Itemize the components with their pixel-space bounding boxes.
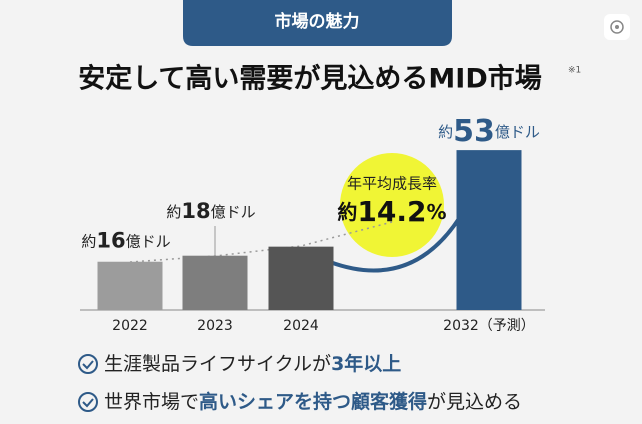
bullet-segment: 世界市場で [104,391,199,413]
tab-text: 市場の魅力 [275,11,360,32]
bar [456,150,522,310]
header-tab [183,0,452,46]
bullet-segment: 生涯製品ライフサイクルが [104,353,331,375]
bullet-segment: 3年以上 [331,352,401,375]
bullet-segment: が見込める [427,391,522,413]
x-tick-label: 2023 [197,318,233,334]
title-note: ※1 [568,66,581,76]
bar [182,255,248,310]
x-tick-label: 2032（予測） [443,318,535,334]
bullet-text: 世界市場で高いシェアを持つ顧客獲得が見込める [104,390,522,413]
annotation-title: 年平均成長率 [347,175,437,193]
lens-icon [604,14,630,40]
trend-dots [129,221,393,263]
growth-circle [340,153,444,257]
value-label: 約16億ドル [81,229,170,253]
value-label: 約18億ドル [166,199,255,223]
check-icon [78,354,98,374]
bullet-text: 生涯製品ライフサイクルが3年以上 [104,352,401,375]
check-mark [82,398,94,408]
title: 安定して高い需要が見込めるMID市場 [78,63,542,95]
value-label: 約53億ドル [438,114,540,149]
check-icon [78,392,98,412]
bar [97,261,163,310]
x-tick-label: 2022 [112,318,148,334]
check-mark [82,360,94,370]
annotation-value: 約14.2% [337,195,446,228]
bar [268,246,334,310]
x-tick-label: 2024 [283,318,319,334]
bullet-segment: 高いシェアを持つ顧客獲得 [199,390,427,413]
